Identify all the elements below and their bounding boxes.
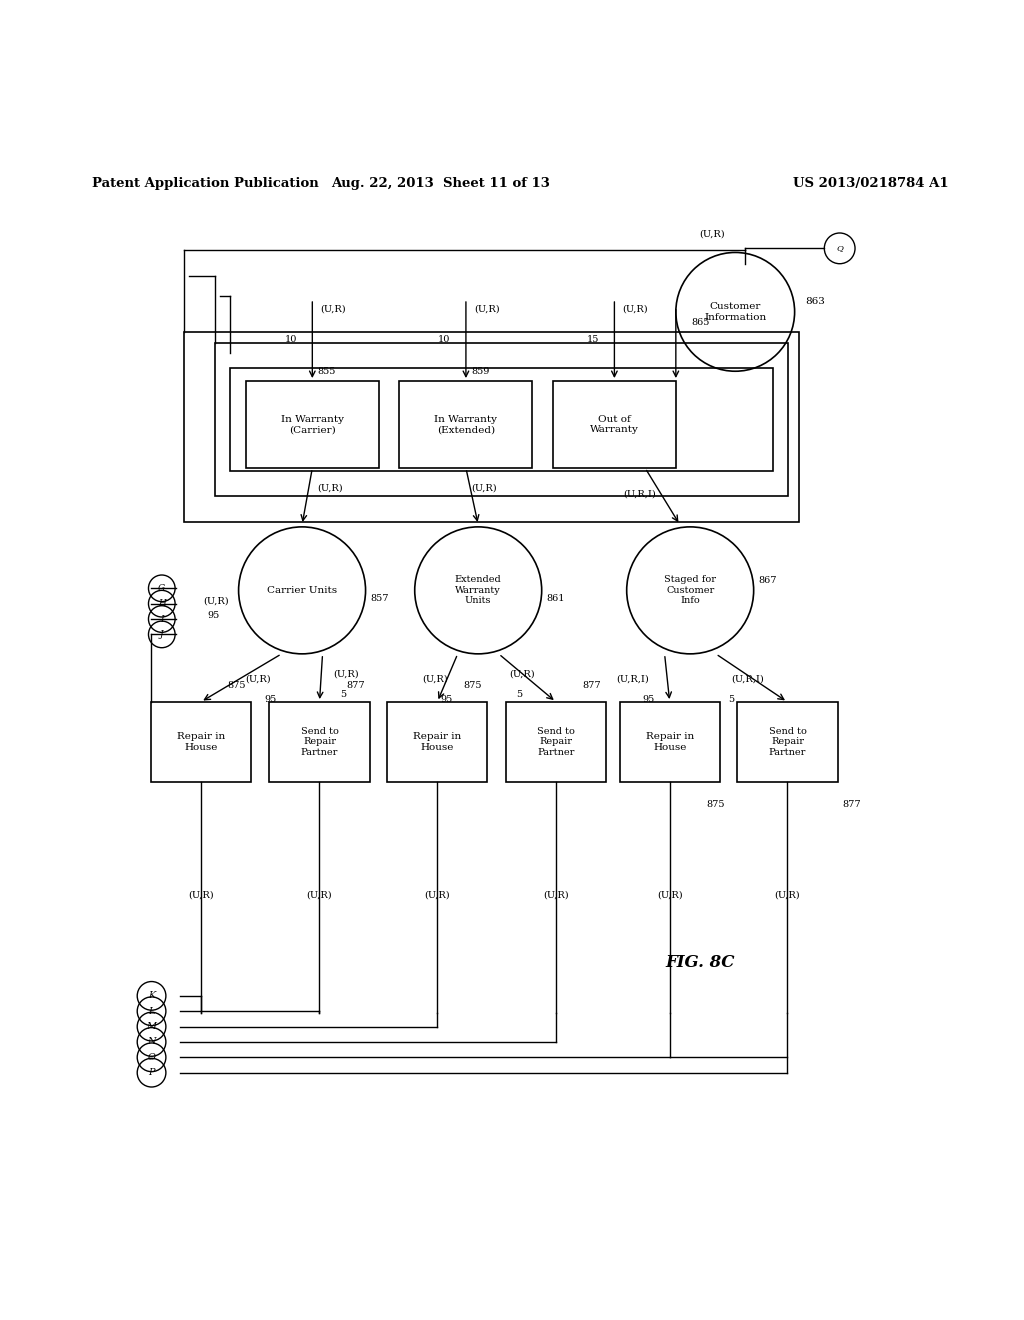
Text: (U,R): (U,R) [246, 675, 271, 684]
Text: H: H [158, 599, 166, 609]
Text: G: G [158, 583, 166, 593]
Text: Repair in
House: Repair in House [176, 733, 225, 751]
Text: (U,R): (U,R) [471, 484, 497, 492]
Text: (U,R): (U,R) [424, 891, 451, 900]
Text: Repair in
House: Repair in House [645, 733, 694, 751]
Text: Repair in
House: Repair in House [413, 733, 462, 751]
Text: 875: 875 [464, 681, 482, 689]
Text: 10: 10 [285, 335, 297, 345]
Text: (U,R,I): (U,R,I) [624, 490, 656, 498]
Text: (U,R): (U,R) [333, 669, 358, 678]
Text: M: M [146, 1022, 157, 1031]
Text: 95: 95 [264, 696, 276, 705]
Text: P: P [148, 1068, 155, 1077]
Text: 5: 5 [728, 696, 734, 705]
Text: 95: 95 [208, 611, 220, 620]
Text: 875: 875 [707, 800, 725, 809]
Text: (U,R): (U,R) [317, 484, 343, 492]
Text: 855: 855 [317, 367, 336, 376]
Text: Q: Q [837, 244, 843, 252]
Text: 861: 861 [547, 594, 565, 603]
Text: 15: 15 [587, 335, 599, 345]
Text: 863: 863 [805, 297, 824, 306]
Text: (U,R): (U,R) [474, 305, 500, 314]
Text: J: J [160, 630, 164, 639]
Text: Send to
Repair
Partner: Send to Repair Partner [538, 727, 574, 756]
Text: 875: 875 [227, 681, 246, 689]
Text: Send to
Repair
Partner: Send to Repair Partner [301, 727, 338, 756]
Text: (U,R): (U,R) [543, 891, 569, 900]
Text: (U,R): (U,R) [698, 230, 725, 238]
Text: US 2013/0218784 A1: US 2013/0218784 A1 [793, 177, 948, 190]
Text: 859: 859 [471, 367, 489, 376]
Text: L: L [148, 1007, 155, 1015]
Text: (U,R): (U,R) [774, 891, 801, 900]
Text: 95: 95 [642, 696, 654, 705]
Text: 5: 5 [516, 690, 522, 700]
Text: (U,R): (U,R) [509, 669, 535, 678]
Text: (U,R,I): (U,R,I) [616, 675, 649, 684]
Text: (U,R): (U,R) [306, 891, 333, 900]
Text: 95: 95 [440, 696, 453, 705]
Text: (U,R): (U,R) [321, 305, 346, 314]
Text: Customer
Information: Customer Information [705, 302, 766, 322]
Text: 877: 877 [843, 800, 861, 809]
Text: FIG. 8C: FIG. 8C [666, 953, 735, 970]
Text: (U,R): (U,R) [187, 891, 214, 900]
Text: 867: 867 [759, 576, 777, 585]
Text: Carrier Units: Carrier Units [267, 586, 337, 595]
Text: In Warranty
(Extended): In Warranty (Extended) [434, 414, 498, 434]
Text: (U,R): (U,R) [203, 597, 228, 605]
Text: Out of
Warranty: Out of Warranty [590, 414, 639, 434]
Text: (U,R): (U,R) [656, 891, 683, 900]
Text: (U,R): (U,R) [422, 675, 447, 684]
Text: 857: 857 [371, 594, 389, 603]
Text: O: O [147, 1053, 156, 1061]
Text: Aug. 22, 2013  Sheet 11 of 13: Aug. 22, 2013 Sheet 11 of 13 [331, 177, 550, 190]
Text: (U,R): (U,R) [623, 305, 648, 314]
Text: Extended
Warranty
Units: Extended Warranty Units [455, 576, 502, 606]
Text: 10: 10 [438, 335, 451, 345]
Text: (U,R,I): (U,R,I) [731, 675, 764, 684]
Text: I: I [160, 615, 164, 623]
Text: 865: 865 [691, 318, 710, 326]
Text: In Warranty
(Carrier): In Warranty (Carrier) [281, 414, 344, 434]
Text: N: N [147, 1038, 156, 1047]
Text: Staged for
Customer
Info: Staged for Customer Info [665, 576, 716, 606]
Text: K: K [147, 991, 156, 1001]
Text: 877: 877 [583, 681, 601, 689]
Text: 5: 5 [340, 690, 346, 700]
Text: Send to
Repair
Partner: Send to Repair Partner [769, 727, 806, 756]
Text: Patent Application Publication: Patent Application Publication [92, 177, 318, 190]
Text: 877: 877 [346, 681, 365, 689]
